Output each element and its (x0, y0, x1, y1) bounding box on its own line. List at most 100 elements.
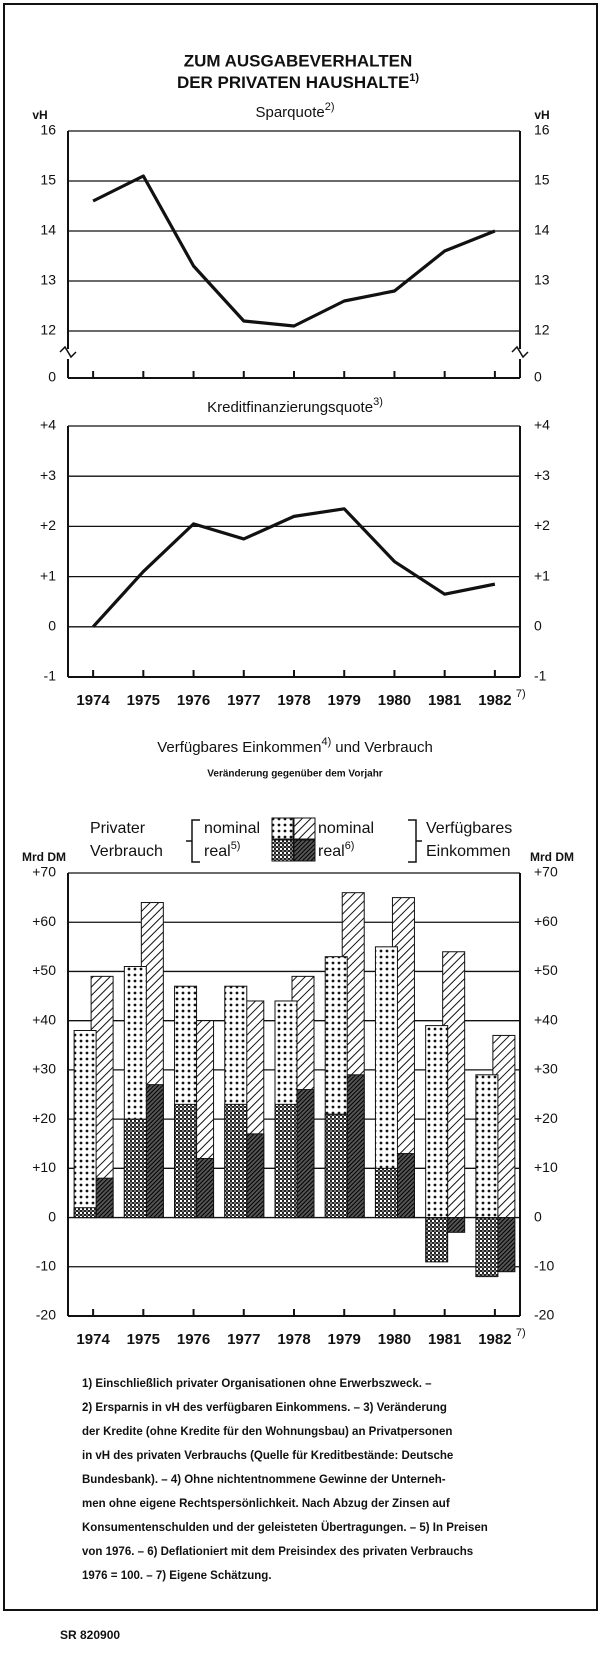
y2-tick-label: 13 (534, 272, 550, 288)
panel-title: Sparquote (255, 104, 324, 121)
y-tick-label: 13 (40, 272, 56, 288)
y-tick-label: +1 (40, 567, 56, 583)
bar (224, 1103, 248, 1219)
y-tick-label: +60 (32, 913, 56, 929)
legend-label: nominal (204, 820, 260, 837)
x-tick-label: 1976 (177, 692, 210, 709)
y2-tick-label: 16 (534, 122, 550, 138)
y2-tick-label: -20 (534, 1307, 554, 1323)
axis-break (511, 345, 529, 359)
panel-title-note: 3) (373, 396, 383, 408)
y2-tick-label: 15 (534, 172, 550, 188)
legend-swatch (293, 839, 316, 862)
footnote: men ohne eigene Rechtspersönlichkeit. Na… (82, 1498, 450, 1510)
y-axis-label: vH (32, 108, 47, 122)
panel-title: Kreditfinanzierungsquote (207, 399, 373, 416)
footnote: Konsumentenschulden und der geleisteten … (82, 1521, 488, 1534)
y2-tick-label: +40 (534, 1011, 558, 1027)
y-tick-label: +3 (40, 467, 56, 483)
y-tick-label: +10 (32, 1159, 56, 1175)
legend-bracket (186, 819, 200, 863)
y-tick-label: -1 (44, 668, 57, 684)
y2-tick-label: 0 (534, 369, 542, 385)
legend-group: Privater (90, 820, 146, 837)
y2-tick-label: +60 (534, 913, 558, 929)
bar (475, 1074, 499, 1219)
panel-title: Verfügbares Einkommen (157, 739, 321, 756)
legend-swatch (293, 817, 316, 840)
title-note: 1) (409, 72, 419, 84)
panel-title: Verfügbares Einkommen4) und Verbrauch (157, 736, 433, 756)
footnote: 2) Ersparnis in vH des verfügbaren Einko… (82, 1402, 447, 1414)
x-tick-label: 1981 (428, 1331, 461, 1348)
legend-note: 6) (345, 840, 355, 852)
y2-tick-label: +2 (534, 517, 550, 533)
y-tick-label: +50 (32, 962, 56, 978)
frame (3, 3, 598, 1611)
bar (274, 1103, 298, 1219)
x-tick-label: 1974 (76, 692, 110, 709)
legend-label: real6) (318, 840, 354, 860)
legend-group: Verbrauch (90, 843, 163, 860)
bar (73, 1207, 97, 1219)
x-tick-label: 1977 (227, 692, 260, 709)
y2-tick-label: 12 (534, 322, 550, 338)
y2-tick-label: 14 (534, 222, 550, 238)
legend-label: nominal (204, 820, 260, 837)
panel-title-note: 2) (325, 101, 335, 113)
footnote: 1976 = 100. – 7) Eigene Schätzung. (82, 1570, 272, 1582)
x-tick-label: 1980 (378, 692, 411, 709)
panel-title: Kreditfinanzierungsquote3) (207, 396, 383, 416)
y2-tick-label: -1 (534, 668, 547, 684)
y-tick-label: 12 (40, 322, 56, 338)
footnote: Bundesbank). – 4) Ohne nichtentnommene G… (82, 1474, 446, 1486)
title-line: DER PRIVATEN HAUSHALTE (177, 73, 409, 92)
panel-subtitle: Veränderung gegenüber dem Vorjahr (207, 769, 383, 780)
x-tick-label: 1977 (227, 1331, 260, 1348)
y2-tick-label: +50 (534, 962, 558, 978)
y-tick-label: 0 (48, 1208, 56, 1224)
y-tick-label: 0 (48, 369, 56, 385)
legend-swatch (271, 817, 294, 840)
x-tick-label: 1982 (478, 692, 511, 709)
category-note: 7) (516, 688, 526, 700)
bar (374, 1167, 398, 1219)
x-tick-label: 1982 (478, 1331, 511, 1348)
y2-tick-label: +3 (534, 467, 550, 483)
axis-break (59, 345, 77, 359)
bar (324, 1113, 348, 1219)
category-note: 7) (516, 1327, 526, 1339)
bar (425, 1025, 449, 1219)
legend-label: nominal (318, 820, 374, 837)
y2-tick-label: -10 (534, 1257, 554, 1273)
y-tick-label: 14 (40, 222, 56, 238)
y2-tick-label: +70 (534, 864, 558, 880)
y2-tick-label: 0 (534, 618, 542, 634)
panel-title: und Verbrauch (335, 739, 433, 756)
x-tick-label: 1976 (177, 1331, 210, 1348)
footnote: von 1976. – 6) Deflationiert mit dem Pre… (82, 1546, 473, 1558)
y-tick-label: +30 (32, 1061, 56, 1077)
y2-axis-label: vH (534, 108, 549, 122)
y-tick-label: 16 (40, 122, 56, 138)
footnote: 1) Einschließlich privater Organisatione… (82, 1378, 432, 1390)
y-tick-label: 15 (40, 172, 56, 188)
source: SR 820900 (60, 1628, 120, 1642)
y2-tick-label: 0 (534, 1208, 542, 1224)
bar (123, 1118, 147, 1219)
y-tick-label: -10 (36, 1257, 56, 1273)
y-tick-label: +2 (40, 517, 56, 533)
legend-label: nominal (318, 820, 374, 837)
y-tick-label: 0 (48, 618, 56, 634)
x-tick-label: 1979 (328, 692, 361, 709)
x-tick-label: 1974 (76, 1331, 110, 1348)
y2-tick-label: +30 (534, 1061, 558, 1077)
legend-group: Einkommen (426, 843, 510, 860)
y-tick-label: -20 (36, 1307, 56, 1323)
legend-swatch (271, 839, 294, 862)
y2-tick-label: +20 (534, 1110, 558, 1126)
panel-title: Sparquote2) (255, 101, 334, 121)
x-tick-label: 1978 (277, 692, 310, 709)
